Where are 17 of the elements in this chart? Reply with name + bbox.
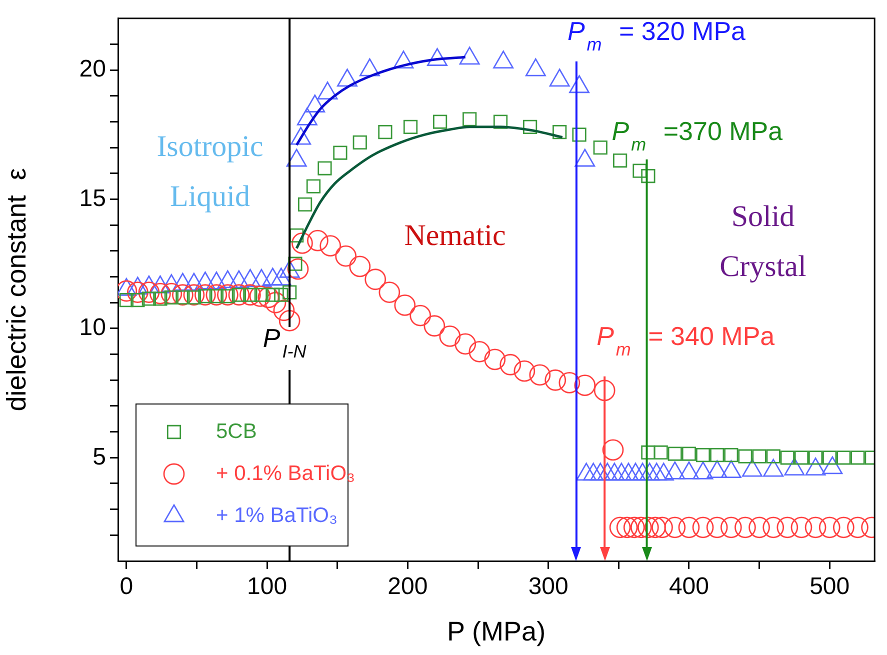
- y-tick-label: 20: [79, 56, 106, 83]
- x-axis-title: P (MPa): [447, 616, 546, 646]
- x-tick-label: 200: [388, 573, 428, 600]
- y-tick-label: 5: [92, 443, 106, 470]
- y-tick-label: 15: [79, 184, 106, 212]
- legend-label: 5CB: [216, 420, 257, 443]
- annotation: Solid Crystal: [720, 200, 806, 283]
- annotation: Nematic: [404, 218, 506, 252]
- legend-label: + 1% BaTiO₃: [216, 504, 338, 527]
- annotation: Isotropic Liquid: [156, 130, 264, 213]
- x-tick-label: 500: [810, 573, 850, 600]
- x-tick-label: 400: [668, 573, 709, 600]
- x-tick-label: 100: [247, 573, 288, 600]
- x-tick-label: 300: [528, 573, 568, 600]
- x-tick-label: 0: [120, 573, 134, 600]
- y-axis-title: dielectric constant ε: [2, 168, 32, 412]
- y-tick-label: 10: [79, 314, 106, 342]
